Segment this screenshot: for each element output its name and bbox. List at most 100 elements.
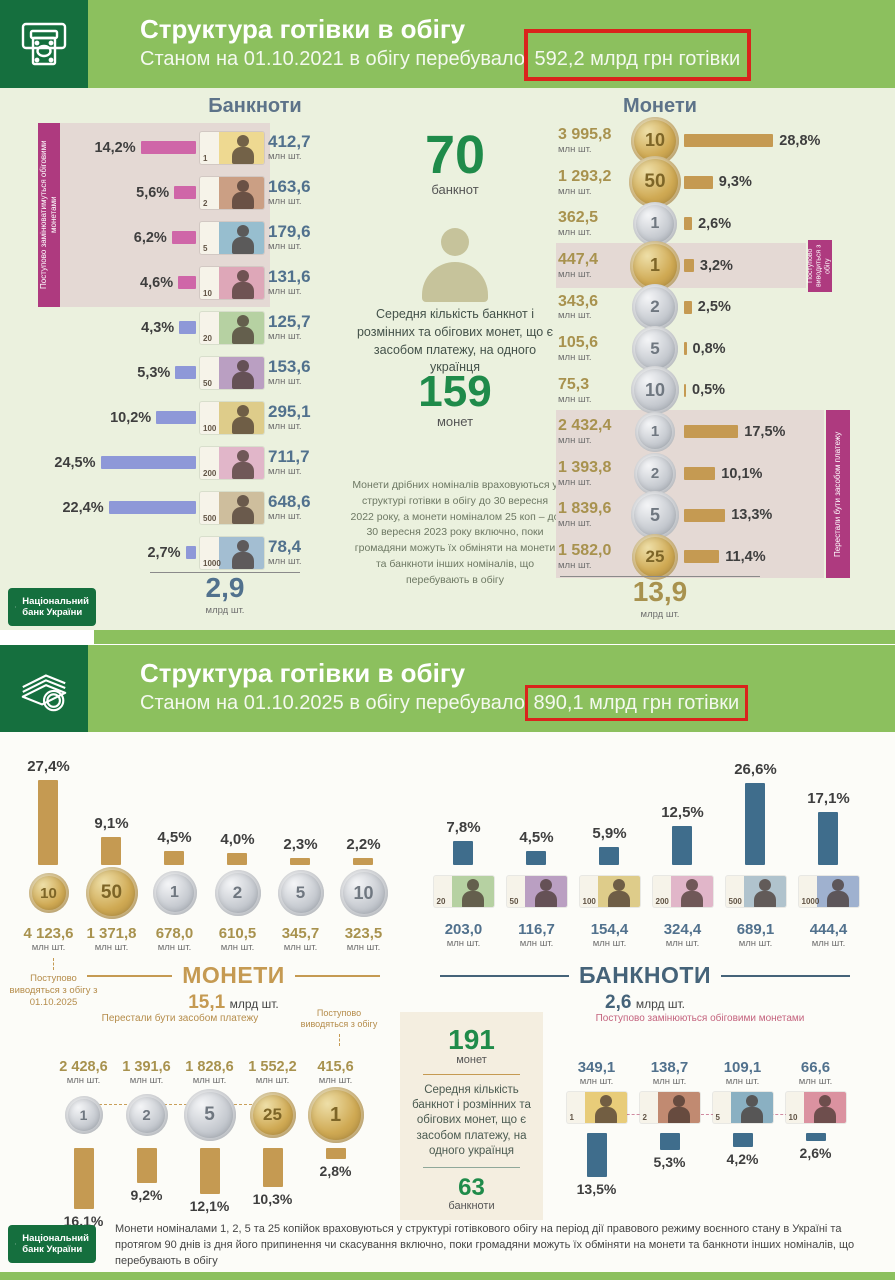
coin-column: 9,1% 50 1 371,8 млн шт. — [80, 745, 143, 953]
banknote-image: 20 — [200, 311, 264, 344]
unit-label: млн шт. — [798, 1075, 833, 1087]
coin-image: 2 — [634, 452, 676, 495]
banknote-row: 10,2% 100 295,1 млн шт. — [36, 395, 336, 440]
count-value: 1 828,6 — [185, 1059, 234, 1075]
count-value: 1 371,8 — [86, 925, 137, 942]
unit-label: млн шт. — [738, 937, 773, 949]
unit-label: млн шт. — [558, 227, 592, 239]
header-2021: Структура готівки в обігу Станом на 01.1… — [0, 0, 895, 88]
banknote-image: 10 — [200, 266, 264, 299]
share-bar — [526, 851, 547, 865]
nbu-logo-text: Національний банк України — [22, 1232, 89, 1255]
unit-label: млн шт. — [268, 511, 302, 523]
count-value: 343,6 — [558, 292, 599, 310]
coin-image: 1 — [635, 411, 675, 452]
banknote-row: 6,2% 5 179,6 млн шт. — [36, 215, 336, 260]
share-bar — [453, 840, 474, 865]
unit-label: млн шт. — [268, 151, 302, 163]
count-value: 689,1 — [736, 921, 775, 938]
share-percent: 4,0% — [220, 830, 255, 848]
banknote-image: 50 — [506, 875, 567, 907]
page-title-2025: Структура готівки в обігу — [140, 658, 466, 688]
unit-label: млрд шт. — [640, 608, 680, 620]
share-bar — [684, 342, 687, 356]
share-percent: 2,6% — [799, 1145, 832, 1162]
banknote-image: 2 — [200, 176, 264, 209]
coin-image: 5 — [277, 870, 324, 916]
count-value: 163,6 — [268, 176, 311, 196]
dashed-connector — [338, 1033, 340, 1046]
count-value: 610,5 — [218, 925, 257, 942]
coin-image: 2 — [632, 284, 678, 331]
per-capita-coins-label: монет — [456, 1054, 487, 1066]
coin-column: 1 391,6 млн шт. 2 9,2% — [115, 1055, 178, 1229]
share-percent: 26,6% — [734, 760, 777, 778]
coin-image: 50 — [629, 156, 681, 209]
count-value: 75,3 — [558, 375, 590, 393]
share-bar — [818, 812, 839, 865]
share-percent: 2,7% — [147, 544, 181, 561]
share-percent: 17,5% — [744, 423, 786, 440]
share-percent: 0,5% — [692, 382, 726, 399]
banknote-image: 1000 — [200, 536, 264, 569]
banknote-image: 100 — [200, 401, 264, 434]
nbu-logo-icon — [15, 606, 17, 608]
count-value: 138,7 — [650, 1059, 689, 1076]
count-value: 2 432,4 — [558, 417, 612, 435]
banknote-row: 14,2% 1 412,7 млн шт. — [36, 125, 336, 170]
header-2025-icon-box — [0, 645, 88, 732]
count-value: 323,5 — [344, 925, 383, 942]
banknote-row: 4,3% 20 125,7 млн шт. — [36, 305, 336, 350]
exchange-note-2021: Монети дрібних номіналів враховуються у … — [350, 479, 560, 586]
banknote-image: 1000 — [798, 875, 859, 907]
share-percent: 4,5% — [157, 829, 192, 846]
banknote-column: 12,5% 200 324,4 млн шт. — [646, 745, 719, 949]
share-percent: 10,3% — [252, 1191, 293, 1208]
share-percent: 17,1% — [807, 790, 850, 807]
banknote-row: 22,4% 500 648,6 млн шт. — [36, 485, 336, 530]
share-percent: 3,2% — [699, 257, 733, 274]
banknote-row: 5,3% 50 153,6 млн шт. — [36, 350, 336, 395]
coin-image: 1 — [152, 871, 197, 915]
header-2021-icon-box — [0, 0, 88, 88]
banknotes-section-2025: БАНКНОТИ 2,6 млрд шт. — [440, 962, 850, 1014]
coin-image: 1 — [307, 1087, 364, 1144]
count-value: 109,1 — [723, 1059, 762, 1076]
coin-row: 362,5 млн шт. 1 2,6% — [558, 201, 893, 246]
count-value: 105,6 — [558, 334, 599, 352]
unit-label: млн шт. — [558, 559, 592, 571]
section-line — [721, 974, 850, 977]
divider — [422, 1166, 521, 1168]
share-bar — [325, 1148, 346, 1159]
banknotes-replaced-2025-chart: 349,1 млн шт. 1 13,5% 138,7 млн шт. 2 5,3%… — [560, 1055, 852, 1197]
share-bar — [684, 175, 713, 189]
bottom-strip — [0, 1272, 895, 1280]
share-percent: 5,3% — [137, 364, 171, 381]
banknote-image: 50 — [200, 356, 264, 389]
coin-image: 10 — [631, 366, 679, 415]
unit-label: млрд шт. — [229, 997, 279, 1011]
banknote-image: 1 — [566, 1092, 627, 1124]
coin-image: 1 — [630, 240, 680, 291]
share-percent: 2,6% — [698, 215, 732, 232]
share-percent: 4,6% — [140, 274, 174, 291]
per-capita-banknotes-count: 70 — [424, 125, 486, 185]
coin-column: 4,5% 1 678,0 млн шт. — [143, 745, 206, 953]
count-value: 345,7 — [281, 925, 320, 942]
share-percent: 4,3% — [141, 319, 175, 336]
unit-label: млн шт. — [268, 376, 302, 388]
count-value: 678,0 — [155, 925, 194, 942]
coin-row: 1 293,2 млн шт. 50 9,3% — [558, 156, 893, 209]
coin-column: 2 428,6 млн шт. 1 16,1% — [52, 1055, 115, 1229]
banknotes-2025-chart: 7,8% 20 203,0 млн шт. 4,5% 50 116,7 млн шт… — [427, 745, 865, 949]
count-value: 153,6 — [268, 356, 311, 376]
count-value: 179,6 — [268, 221, 311, 241]
share-bar — [684, 425, 739, 439]
coin-column: 2,2% 10 323,5 млн шт. — [332, 745, 395, 953]
share-bar — [156, 411, 196, 424]
share-bar — [136, 1148, 157, 1184]
coin-row: 2 432,4 млн шт. 1 17,5% — [558, 411, 893, 453]
count-value: 78,4 — [268, 536, 302, 556]
nbu-logo: Національний банк України — [8, 588, 96, 626]
banknote-column: 7,8% 20 203,0 млн шт. — [427, 745, 500, 949]
